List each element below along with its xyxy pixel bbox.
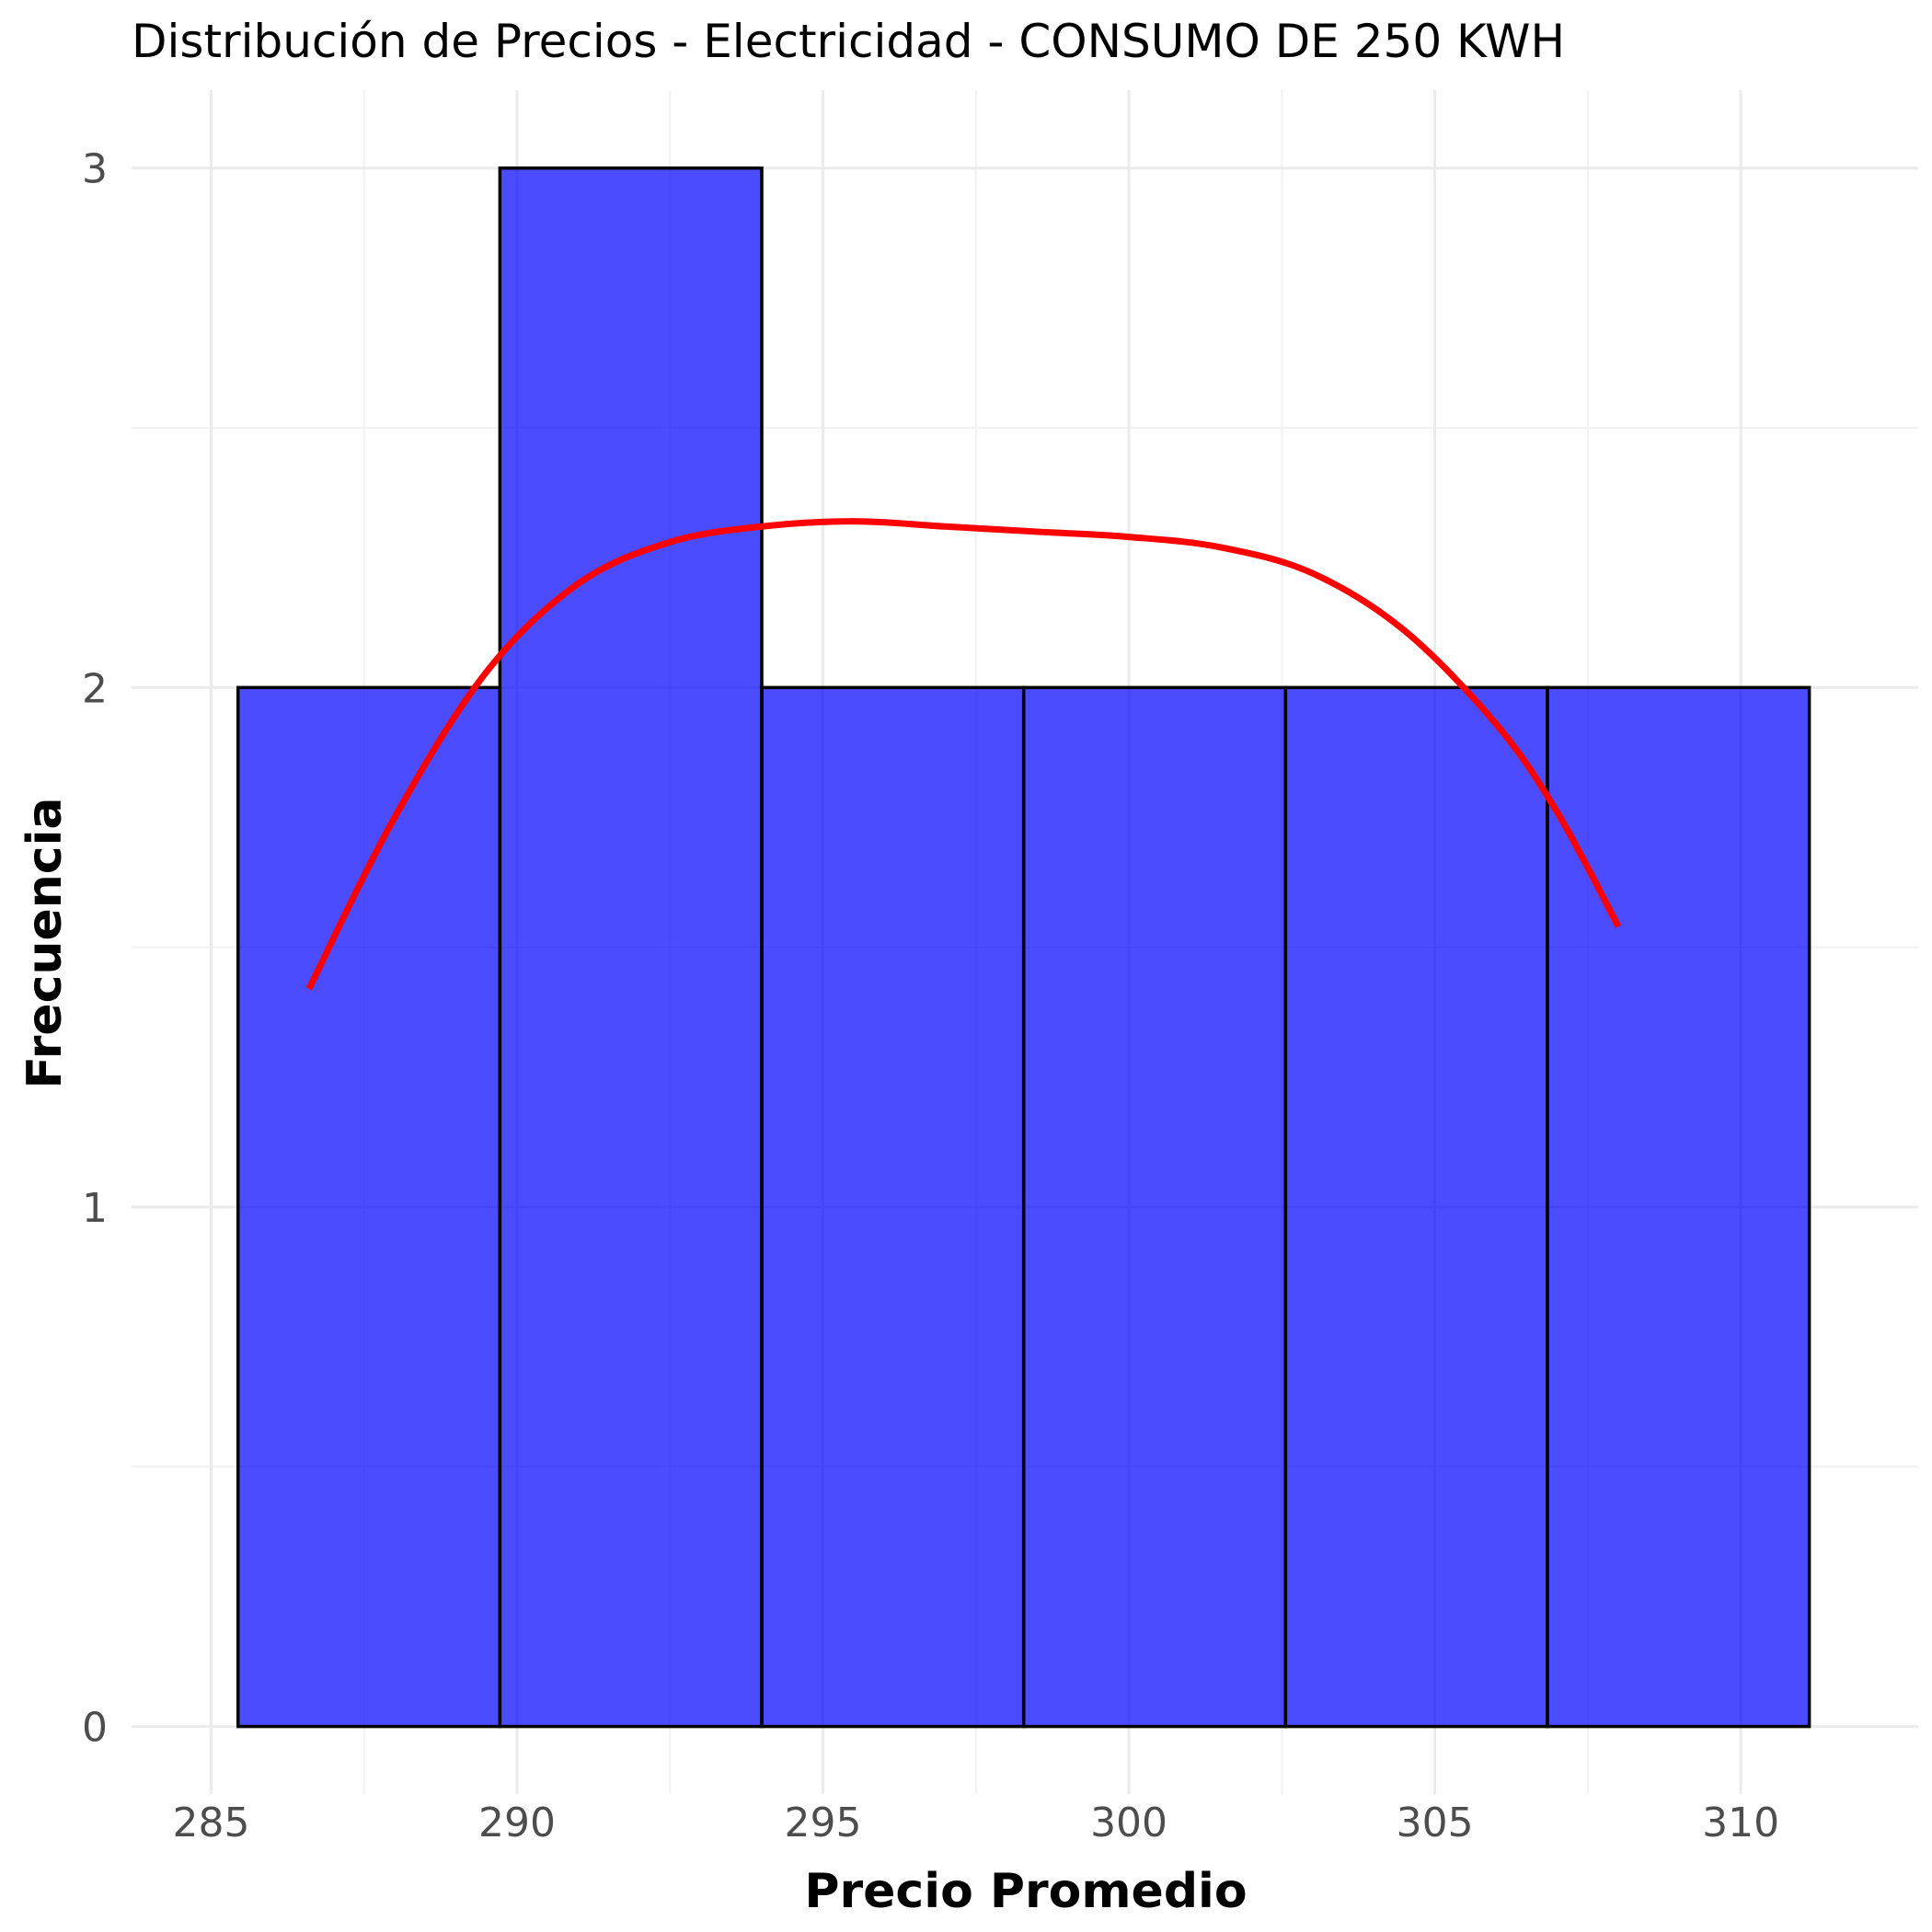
histogram-bar <box>1546 685 1811 1729</box>
x-axis-title: Precio Promedio <box>804 1864 1247 1919</box>
x-tick-label: 310 <box>1702 1800 1779 1846</box>
chart-title: Distribución de Precios - Electricidad -… <box>132 15 1565 68</box>
x-tick-label: 290 <box>478 1800 556 1846</box>
y-tick-label: 2 <box>82 665 108 712</box>
x-axis-tick-labels: 285 290 295 300 305 310 <box>172 1800 1779 1846</box>
y-axis-title: Frecuencia <box>17 798 73 1089</box>
histogram-bar <box>1283 685 1549 1729</box>
x-tick-label: 300 <box>1090 1800 1167 1846</box>
histogram-bars <box>236 166 1811 1729</box>
x-tick-label: 305 <box>1397 1800 1474 1846</box>
density-curve <box>305 518 1622 991</box>
y-tick-label: 1 <box>82 1185 108 1232</box>
histogram-bar <box>1021 685 1288 1729</box>
histogram-bar <box>498 166 764 1729</box>
y-tick-label: 0 <box>82 1705 108 1752</box>
x-tick-label: 285 <box>172 1800 249 1846</box>
y-axis-tick-labels: 0 1 2 3 <box>82 146 108 1752</box>
histogram-bar <box>760 685 1026 1729</box>
histogram-bar <box>236 685 502 1729</box>
y-tick-label: 3 <box>82 146 108 193</box>
density-curve-group <box>305 518 1622 991</box>
x-tick-label: 295 <box>785 1800 862 1846</box>
